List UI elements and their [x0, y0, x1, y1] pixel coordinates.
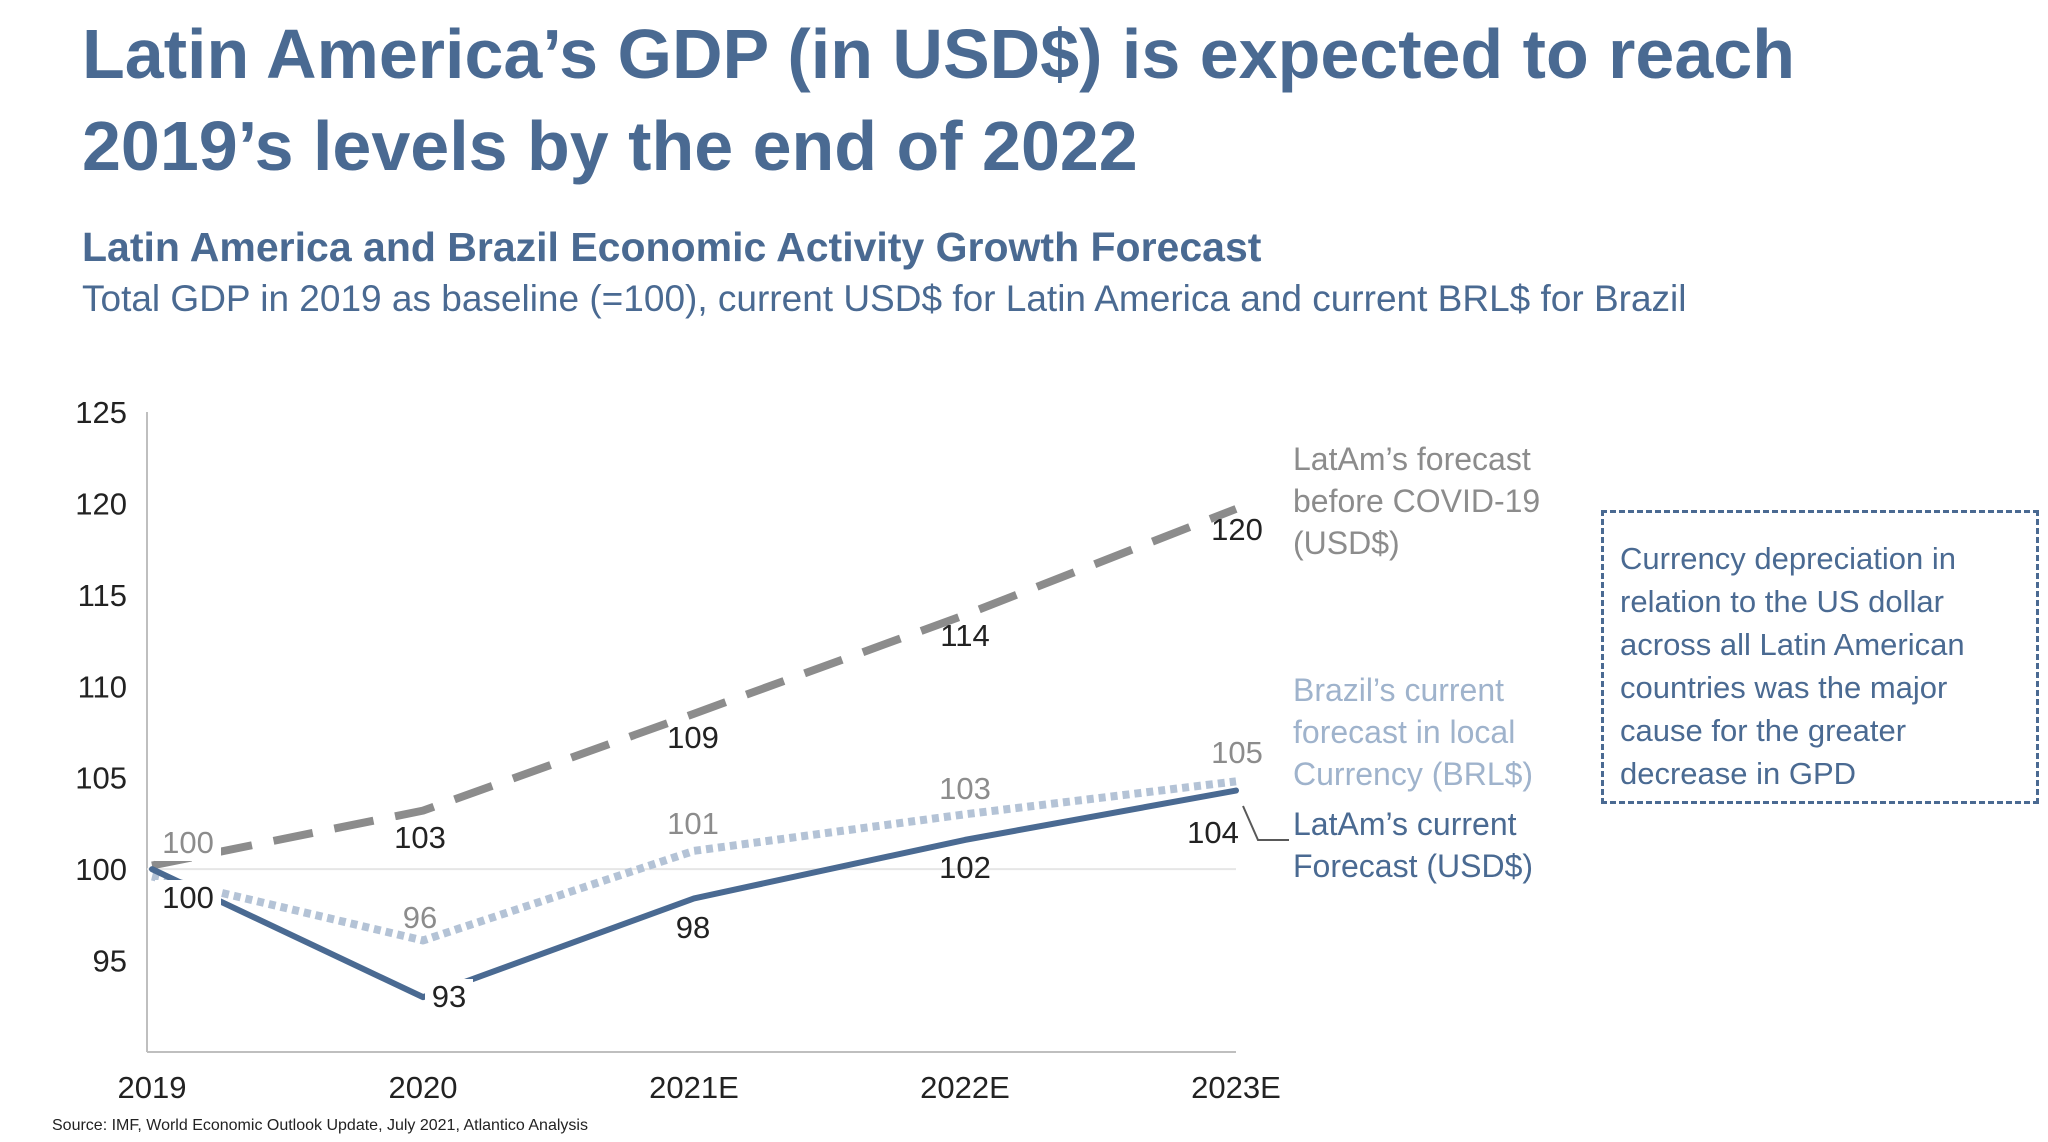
data-label-brazil: 101	[667, 806, 719, 841]
data-label-precovid: 114	[940, 618, 989, 653]
chart-subtitle: Total GDP in 2019 as baseline (=100), cu…	[82, 278, 1687, 319]
chart-title: Latin America and Brazil Economic Activi…	[82, 224, 1262, 270]
data-label-precovid: 100	[162, 825, 214, 860]
y-tick-label: 120	[75, 486, 127, 521]
y-tick-label: 105	[75, 761, 127, 796]
legend-label-brazil: Brazil’s current forecast in local Currenc…	[1293, 672, 1533, 792]
legend-line: (USD$)	[1293, 525, 1400, 561]
callout-text: Currency depreciation in relation to the…	[1620, 541, 1965, 791]
data-label-precovid: 109	[667, 720, 719, 755]
x-tick-label: 2020	[389, 1070, 458, 1105]
data-label-latam: 98	[676, 910, 710, 945]
data-label-brazil: 103	[939, 771, 991, 806]
x-tick-label: 2023E	[1191, 1070, 1281, 1105]
data-label-brazil: 105	[1211, 735, 1263, 770]
y-tick-label: 110	[78, 669, 127, 704]
data-label-latam: 93	[432, 979, 466, 1014]
legend-line: Brazil’s current	[1293, 672, 1504, 708]
page-title: Latin America’s GDP (in USD$) is expecte…	[82, 15, 1795, 185]
x-tick-label: 2019	[118, 1070, 187, 1105]
data-label-precovid: 120	[1211, 512, 1263, 547]
data-label-backdrop	[155, 825, 221, 861]
data-label-latam: 104	[1187, 815, 1239, 850]
legend-line: before COVID-19	[1293, 483, 1540, 519]
series-line-latam	[149, 787, 1239, 1001]
data-label-backdrop	[155, 880, 221, 916]
callout-box: Currency depreciation in relation to the…	[1601, 510, 2039, 804]
legend-label-latam: LatAm’s current Forecast (USD$)	[1293, 806, 1533, 884]
y-tick-label: 115	[78, 578, 127, 613]
legend-line: LatAm’s current	[1293, 806, 1517, 842]
legend-label-precovid: LatAm’s forecast before COVID-19 (USD$)	[1293, 441, 1540, 561]
legend-line: LatAm’s forecast	[1293, 441, 1531, 477]
series-line-precovid	[151, 505, 1238, 870]
legend-line: forecast in local	[1293, 714, 1515, 750]
data-label-latam: 102	[939, 850, 991, 885]
x-tick-label: 2022E	[920, 1070, 1010, 1105]
y-tick-label: 100	[75, 852, 127, 887]
series-line-brazil	[151, 777, 1237, 945]
data-label-brazil: 96	[403, 900, 437, 935]
data-label-latam: 100	[162, 880, 214, 915]
data-label-backdrop	[425, 979, 473, 1015]
data-label-precovid: 103	[394, 820, 446, 855]
source-note: Source: IMF, World Economic Outlook Upda…	[52, 1117, 588, 1134]
y-tick-label: 125	[75, 395, 127, 430]
legend-leader-line	[1242, 805, 1289, 841]
x-tick-label: 2021E	[649, 1070, 739, 1105]
legend-line: Currency (BRL$)	[1293, 756, 1533, 792]
data-label-backdrop	[387, 820, 453, 856]
legend-line: Forecast (USD$)	[1293, 848, 1533, 884]
y-tick-label: 95	[93, 944, 127, 979]
